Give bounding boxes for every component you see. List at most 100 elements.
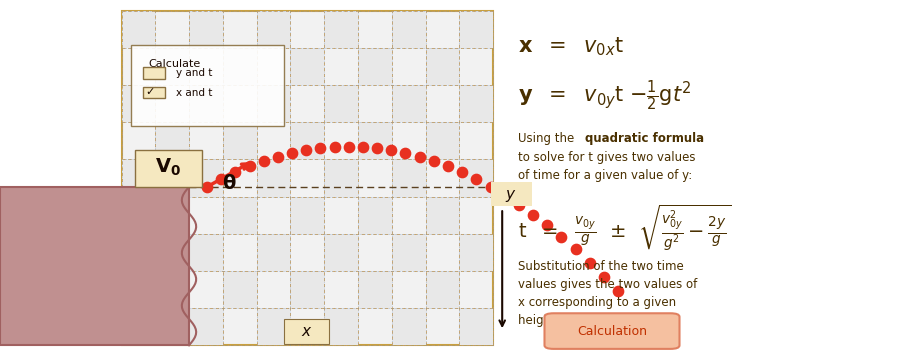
Bar <box>256 159 291 197</box>
FancyBboxPatch shape <box>135 150 202 187</box>
Bar <box>189 85 223 122</box>
Bar <box>122 11 156 48</box>
Point <box>611 289 625 294</box>
Point <box>200 184 214 190</box>
Point <box>427 158 441 164</box>
Bar <box>392 11 426 48</box>
Point <box>582 260 597 266</box>
Point <box>554 234 569 240</box>
Text: t  $=$  $\frac{v_{0y}}{g}$  $\pm$  $\sqrt{\frac{v^2_{0y}}{g^2} - \frac{2y}{g}}$: t $=$ $\frac{v_{0y}}{g}$ $\pm$ $\sqrt{\f… <box>518 203 731 254</box>
Text: Substitution of the two time
values gives the two values of
x corresponding to a: Substitution of the two time values give… <box>518 260 697 327</box>
Point <box>370 146 384 151</box>
Bar <box>291 197 324 234</box>
Bar <box>156 122 189 159</box>
Bar <box>223 197 256 234</box>
Text: x: x <box>302 324 310 339</box>
Bar <box>358 197 392 234</box>
Bar <box>122 159 156 197</box>
Bar <box>324 308 358 345</box>
Bar <box>459 234 493 271</box>
Point <box>229 169 243 175</box>
Bar <box>122 234 156 271</box>
Bar <box>256 308 291 345</box>
Bar <box>256 234 291 271</box>
Point <box>271 154 285 160</box>
Bar <box>156 48 189 85</box>
Point <box>498 193 512 198</box>
Point <box>511 201 526 207</box>
Point <box>342 144 356 150</box>
Bar <box>291 48 324 85</box>
FancyBboxPatch shape <box>0 187 189 345</box>
Point <box>242 164 256 169</box>
Text: y: y <box>505 187 514 201</box>
Text: $\mathbf{y}$  $=$  $v_{0y}$t $-\frac{1}{2}$g$t^{2}$: $\mathbf{y}$ $=$ $v_{0y}$t $-\frac{1}{2}… <box>518 78 691 113</box>
Point <box>356 145 370 150</box>
Text: Using the: Using the <box>518 132 578 145</box>
Bar <box>392 308 426 345</box>
Bar <box>392 85 426 122</box>
Bar <box>189 308 223 345</box>
Bar <box>223 48 256 85</box>
Bar <box>122 308 156 345</box>
Bar <box>392 234 426 271</box>
Bar <box>156 271 189 308</box>
Point <box>441 164 455 169</box>
Point <box>299 148 313 153</box>
Bar <box>291 122 324 159</box>
Point <box>455 170 470 176</box>
Text: Calculation: Calculation <box>577 325 647 337</box>
Text: $\mathbf{\theta}$: $\mathbf{\theta}$ <box>222 174 237 193</box>
Bar <box>189 159 223 197</box>
Point <box>256 158 271 164</box>
Bar <box>189 234 223 271</box>
Point <box>214 177 229 182</box>
Point <box>597 274 611 279</box>
Bar <box>324 85 358 122</box>
Point <box>313 146 328 151</box>
Bar <box>459 85 493 122</box>
Point <box>483 184 498 190</box>
Text: $\mathbf{x}$  $=$  $v_{0x}$t: $\mathbf{x}$ $=$ $v_{0x}$t <box>518 36 624 58</box>
Bar <box>459 159 493 197</box>
Bar <box>189 11 223 48</box>
Point <box>569 246 583 252</box>
FancyBboxPatch shape <box>284 319 328 344</box>
Text: x and t: x and t <box>176 88 211 98</box>
Bar <box>459 11 493 48</box>
Bar <box>223 271 256 308</box>
FancyBboxPatch shape <box>544 313 680 349</box>
Point <box>526 212 540 218</box>
Bar <box>324 234 358 271</box>
Point <box>540 222 554 228</box>
Text: Calculate: Calculate <box>148 59 201 69</box>
Text: $\mathbf{V_0}$: $\mathbf{V_0}$ <box>156 157 181 178</box>
FancyBboxPatch shape <box>143 67 165 79</box>
Bar <box>156 197 189 234</box>
Bar <box>426 48 459 85</box>
FancyBboxPatch shape <box>130 44 284 126</box>
Text: quadratic formula: quadratic formula <box>585 132 704 145</box>
FancyBboxPatch shape <box>491 182 532 206</box>
Point <box>328 145 342 150</box>
FancyBboxPatch shape <box>122 11 493 345</box>
Bar <box>324 11 358 48</box>
Point <box>284 150 299 156</box>
Bar <box>459 308 493 345</box>
Point <box>469 177 483 182</box>
Bar <box>223 122 256 159</box>
Bar <box>358 48 392 85</box>
Point <box>398 150 412 156</box>
Text: ✓: ✓ <box>146 87 155 97</box>
Point <box>412 154 427 160</box>
Bar <box>256 85 291 122</box>
Bar <box>358 271 392 308</box>
Bar <box>291 271 324 308</box>
Bar <box>122 85 156 122</box>
Text: to solve for t gives two values
of time for a given value of y:: to solve for t gives two values of time … <box>518 151 695 182</box>
Bar <box>324 159 358 197</box>
Bar <box>392 159 426 197</box>
Bar <box>358 122 392 159</box>
Bar <box>426 122 459 159</box>
Point <box>384 148 399 153</box>
